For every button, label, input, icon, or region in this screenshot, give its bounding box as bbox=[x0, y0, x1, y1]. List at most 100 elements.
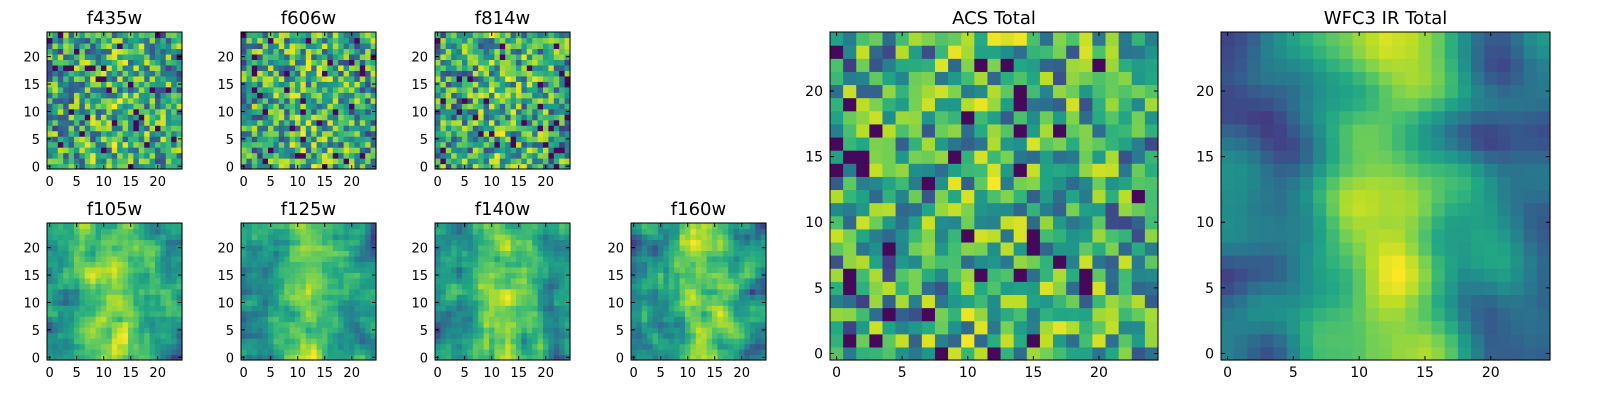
heatmap-cell bbox=[90, 103, 97, 110]
heatmap-cell bbox=[934, 150, 949, 164]
heatmap-cell bbox=[332, 233, 339, 241]
heatmap-cell bbox=[316, 321, 323, 328]
heatmap-cell bbox=[564, 239, 571, 246]
heatmap-cell bbox=[934, 228, 949, 243]
heatmap-cell bbox=[47, 75, 53, 82]
heatmap-cell bbox=[349, 332, 355, 339]
heatmap-cell bbox=[144, 158, 151, 165]
heatmap-cell bbox=[338, 158, 345, 165]
heatmap-cell bbox=[553, 75, 560, 82]
heatmap-cell bbox=[548, 305, 555, 312]
heatmap-cell bbox=[760, 349, 767, 356]
heatmap-cell bbox=[322, 343, 328, 350]
heatmap-cell bbox=[494, 81, 501, 88]
heatmap-cell bbox=[532, 305, 539, 312]
heatmap-cell bbox=[1013, 150, 1028, 164]
heatmap-cell bbox=[63, 147, 70, 154]
heatmap-cell bbox=[370, 332, 377, 339]
heatmap-cell bbox=[128, 310, 134, 317]
heatmap-cell bbox=[830, 307, 844, 322]
heatmap-cell bbox=[176, 321, 183, 328]
heatmap-cell bbox=[553, 70, 560, 77]
heatmap-cell bbox=[122, 70, 129, 77]
heatmap-cell bbox=[908, 176, 923, 191]
heatmap-cell bbox=[144, 147, 151, 154]
heatmap-cell bbox=[63, 288, 70, 295]
heatmap-cell bbox=[440, 32, 447, 39]
heatmap-cell bbox=[289, 338, 296, 345]
heatmap-cell bbox=[165, 223, 172, 230]
heatmap-cell bbox=[1105, 163, 1120, 177]
heatmap-cell bbox=[695, 299, 702, 306]
heatmap-cell bbox=[516, 272, 522, 279]
heatmap-cell bbox=[176, 130, 183, 137]
heatmap-cell bbox=[354, 59, 361, 66]
heatmap-cell bbox=[483, 103, 490, 110]
heatmap-cell bbox=[268, 261, 274, 268]
heatmap-cell bbox=[564, 288, 571, 295]
heatmap-cell bbox=[516, 288, 522, 295]
heatmap-cell bbox=[467, 266, 474, 273]
heatmap-cell bbox=[668, 277, 675, 284]
x-tick-label: 0 bbox=[434, 175, 442, 190]
heatmap-cell bbox=[717, 349, 724, 356]
heatmap-cell bbox=[122, 349, 129, 356]
heatmap-cell bbox=[510, 163, 517, 170]
heatmap-cell bbox=[532, 64, 539, 71]
heatmap-cell bbox=[149, 48, 156, 55]
heatmap-cell bbox=[74, 272, 80, 279]
y-tick-label: 5 bbox=[226, 324, 234, 339]
heatmap-cell bbox=[122, 250, 129, 257]
heatmap-cell bbox=[728, 338, 735, 345]
heatmap-cell bbox=[467, 75, 474, 82]
heatmap-cell bbox=[467, 277, 474, 284]
heatmap-cell bbox=[68, 37, 75, 44]
heatmap-cell bbox=[685, 316, 691, 323]
heatmap-cell bbox=[311, 37, 318, 44]
heatmap-cell bbox=[370, 32, 377, 39]
heatmap-cell bbox=[717, 305, 724, 312]
heatmap-cell bbox=[332, 53, 339, 60]
heatmap-cell bbox=[435, 310, 441, 317]
heatmap-cell bbox=[95, 86, 102, 93]
heatmap-cell bbox=[869, 215, 884, 230]
heatmap-cell bbox=[733, 327, 740, 334]
heatmap-cell bbox=[111, 64, 118, 71]
heatmap-cell bbox=[171, 294, 178, 301]
heatmap-cell bbox=[559, 158, 566, 165]
heatmap-cell bbox=[532, 310, 539, 317]
heatmap-cell bbox=[273, 223, 280, 230]
heatmap-cell bbox=[695, 332, 702, 339]
heatmap-cell bbox=[695, 244, 702, 251]
heatmap-cell bbox=[559, 125, 566, 132]
heatmap-cell bbox=[79, 299, 86, 306]
heatmap-cell bbox=[327, 321, 334, 328]
heatmap-cell bbox=[652, 228, 659, 235]
heatmap-cell bbox=[744, 255, 751, 262]
heatmap-cell bbox=[171, 97, 178, 104]
heatmap-cell bbox=[445, 305, 452, 312]
heatmap-cell bbox=[241, 130, 247, 137]
heatmap-cell bbox=[338, 239, 345, 246]
heatmap-cell bbox=[138, 250, 145, 257]
heatmap-cell bbox=[338, 92, 345, 99]
heatmap-cell bbox=[289, 42, 296, 50]
heatmap-cell bbox=[338, 152, 345, 159]
heatmap-cell bbox=[52, 147, 59, 154]
heatmap-cell bbox=[1092, 228, 1107, 243]
heatmap-cell bbox=[435, 97, 441, 104]
heatmap-cell bbox=[284, 64, 291, 71]
heatmap-cell bbox=[327, 272, 334, 279]
heatmap-cell bbox=[273, 42, 280, 50]
heatmap-cell bbox=[961, 202, 975, 217]
heatmap-cell bbox=[706, 354, 713, 361]
heatmap-cell bbox=[117, 75, 124, 82]
heatmap-cell bbox=[451, 261, 458, 268]
heatmap-cell bbox=[133, 97, 140, 104]
heatmap-cell bbox=[440, 266, 447, 273]
heatmap-cell bbox=[830, 150, 844, 164]
heatmap-cell bbox=[160, 103, 167, 110]
heatmap-cell bbox=[365, 266, 372, 273]
heatmap-cell bbox=[246, 103, 253, 110]
heatmap-cell bbox=[251, 305, 258, 312]
